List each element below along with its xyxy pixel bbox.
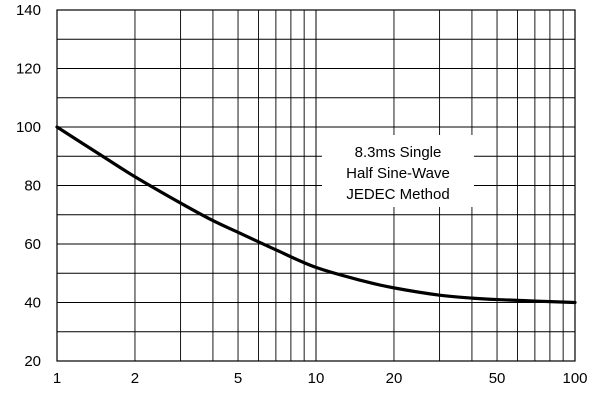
x-tick-label: 5 — [234, 370, 242, 387]
x-tick-label: 50 — [489, 370, 506, 387]
x-tick-label: 10 — [308, 370, 325, 387]
x-tick-label: 100 — [562, 370, 587, 387]
annotation-line-1: 8.3ms Single — [355, 144, 442, 161]
y-tick-label: 80 — [24, 178, 41, 195]
grid — [57, 10, 575, 361]
x-axis-ticks: 1 2 5 10 20 50 100 — [53, 370, 588, 387]
annotation-background — [322, 135, 474, 207]
annotation-box: 8.3ms Single Half Sine-Wave JEDEC Method — [322, 135, 474, 207]
y-tick-label: 40 — [24, 295, 41, 312]
series-group — [55, 125, 577, 305]
x-tick-label: 20 — [386, 370, 403, 387]
y-axis-ticks: 20 40 60 80 100 120 140 — [16, 2, 41, 370]
x-tick-label: 2 — [131, 370, 139, 387]
series-line — [55, 125, 577, 305]
annotation-line-3: JEDEC Method — [346, 186, 449, 203]
y-tick-label: 20 — [24, 353, 41, 370]
annotation-line-2: Half Sine-Wave — [346, 165, 450, 182]
y-tick-label: 60 — [24, 236, 41, 253]
y-tick-label: 120 — [16, 61, 41, 78]
x-tick-label: 1 — [53, 370, 61, 387]
y-tick-label: 100 — [16, 119, 41, 136]
y-tick-label: 140 — [16, 2, 41, 19]
